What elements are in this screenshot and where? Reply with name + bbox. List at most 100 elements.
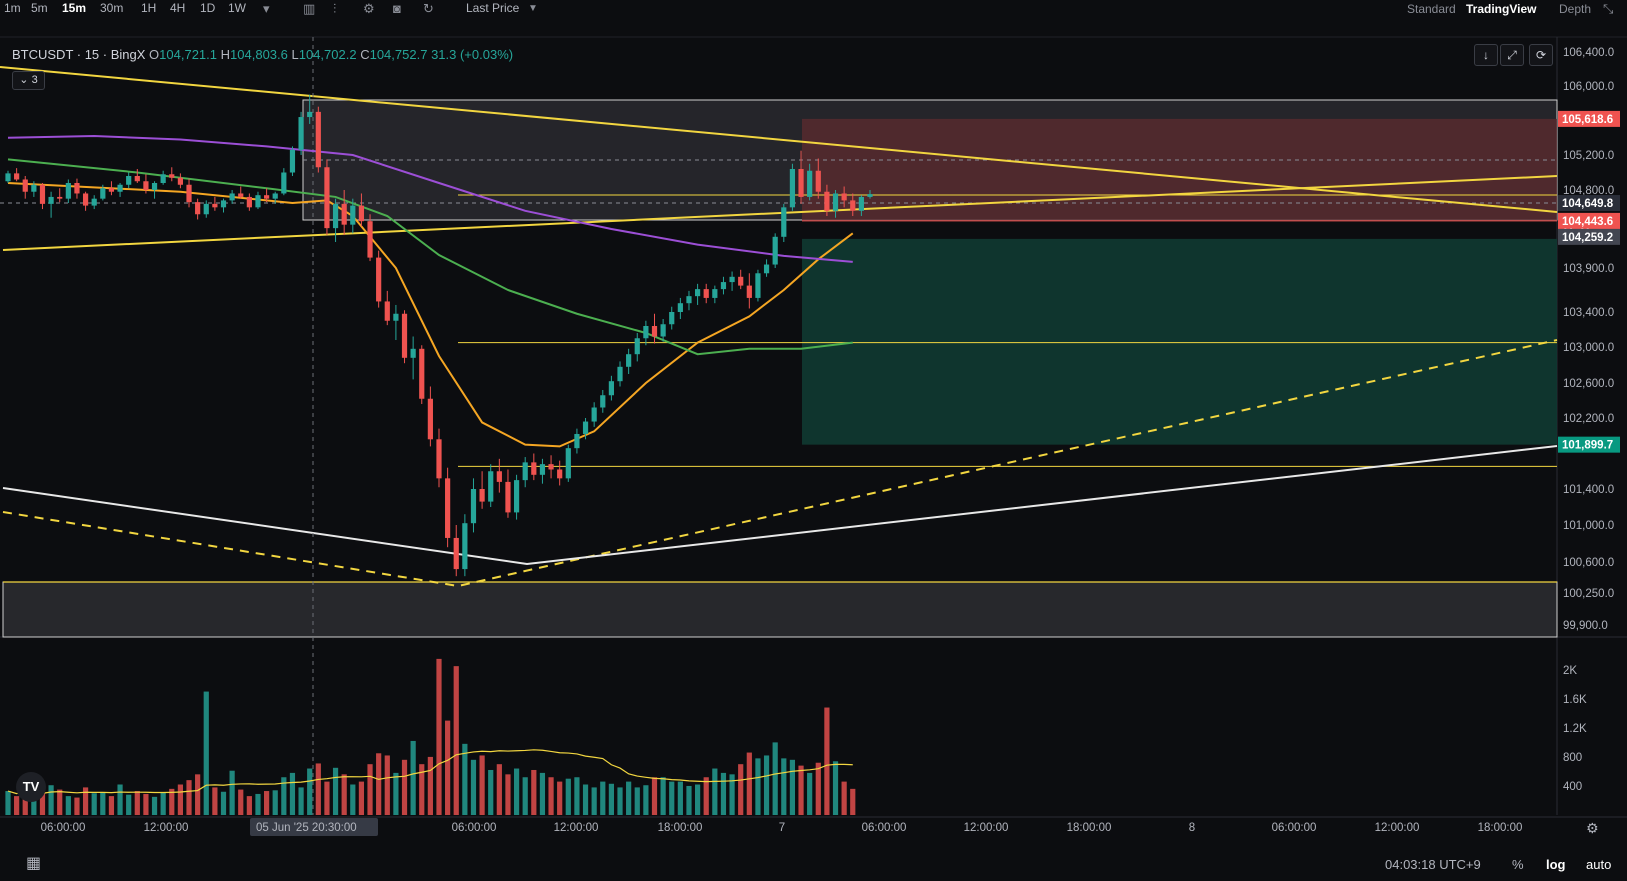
volume-bar	[789, 759, 796, 815]
view-tradingview[interactable]: TradingView	[1466, 2, 1537, 16]
candle-body	[31, 184, 37, 192]
chart-type-icon[interactable]: ▥	[303, 1, 316, 16]
volume-bar	[513, 768, 520, 815]
candle-body	[169, 174, 175, 178]
axis-settings-icon[interactable]: ⚙	[1586, 820, 1599, 836]
candle-body	[798, 169, 804, 197]
candle-body	[462, 523, 468, 570]
auto-toggle[interactable]: auto	[1586, 857, 1612, 872]
volume-bar	[341, 774, 347, 815]
volume-bar	[634, 787, 640, 815]
change-value: 31.3 (+0.03%)	[431, 47, 514, 62]
volume-bar	[151, 796, 158, 815]
view-standard[interactable]: Standard	[1407, 2, 1456, 16]
volume-bar	[643, 785, 649, 815]
volume-bar	[729, 774, 735, 815]
candle-body	[479, 489, 485, 502]
volume-axis-label: 1.6K	[1563, 694, 1587, 706]
price-axis-label: 100,600.0	[1563, 557, 1614, 569]
timeframe-4h[interactable]: 4H	[170, 1, 186, 15]
volume-bar	[246, 796, 252, 815]
volume-bar	[57, 789, 63, 815]
candle-body	[100, 188, 106, 199]
close-value: 104,752.7	[369, 47, 428, 62]
candle-body	[548, 464, 554, 470]
candle-body	[539, 464, 546, 475]
candle-body	[298, 117, 304, 150]
indicators-toggle[interactable]: ⌄ 3	[12, 71, 45, 90]
collapse-chart-icon[interactable]: ⤡	[1603, 1, 1614, 16]
refresh-chart-icon[interactable]: ⟳	[1529, 44, 1553, 66]
timeframe-5m[interactable]: 5m	[31, 1, 48, 15]
time-axis-label: 18:00:00	[1478, 822, 1523, 834]
volume-bar	[565, 778, 571, 815]
view-depth[interactable]: Depth	[1559, 2, 1592, 16]
timeframe-dropdown-icon[interactable]: ▾	[263, 1, 270, 16]
candle-body	[703, 289, 709, 298]
candle-body	[5, 173, 11, 182]
candle-body	[367, 221, 373, 258]
volume-bar	[496, 764, 502, 815]
volume-bar	[169, 788, 175, 815]
candle-body	[763, 264, 770, 274]
time-axis-label: 12:00:00	[554, 822, 599, 834]
timeframe-30m[interactable]: 30m	[100, 1, 124, 15]
volume-bar	[100, 792, 106, 815]
candle-body	[531, 462, 537, 475]
download-icon[interactable]: ↓	[1474, 44, 1498, 66]
candle-body	[867, 194, 873, 197]
crosshair-time-badge	[250, 818, 378, 836]
volume-bar	[462, 743, 468, 815]
price-type-selector[interactable]: Last Price	[466, 1, 520, 15]
volume-bar	[470, 759, 477, 815]
price-axis-label: 105,200.0	[1563, 150, 1614, 162]
candle-body	[841, 193, 847, 201]
volume-bar	[31, 799, 37, 815]
timeframe-1m[interactable]: 1m	[4, 1, 21, 15]
volume-bar	[65, 796, 71, 815]
volume-bar	[608, 783, 614, 815]
volume-bar	[143, 793, 149, 815]
volume-bar	[669, 781, 675, 815]
candle-body	[445, 478, 451, 538]
volume-bar	[177, 784, 183, 815]
volume-bar	[134, 791, 140, 815]
candle-body	[57, 196, 63, 199]
volume-bar	[384, 755, 390, 815]
timeframe-1d[interactable]: 1D	[200, 1, 216, 15]
price-type-chevron-icon[interactable]: ▼	[528, 3, 538, 14]
price-badge-label: 105,618.6	[1562, 114, 1613, 126]
volume-bar	[591, 787, 597, 815]
candle-body	[264, 195, 270, 199]
close-label: C	[360, 47, 370, 62]
timeframe-1h[interactable]: 1H	[141, 1, 157, 15]
date-range-icon[interactable]: ▦	[26, 855, 42, 872]
volume-bar	[557, 781, 563, 815]
time-axis-label: 06:00:00	[862, 822, 907, 834]
time-axis-label: 12:00:00	[144, 822, 189, 834]
price-axis-label: 102,600.0	[1563, 378, 1614, 390]
candle-body	[686, 296, 692, 304]
settings-icon[interactable]: ⚙	[363, 1, 375, 16]
volume-bar	[445, 720, 451, 815]
tradingview-logo-icon[interactable]: TV	[16, 772, 46, 802]
timeframe-1w[interactable]: 1W	[228, 1, 246, 15]
volume-bar	[772, 742, 778, 815]
candle-body	[453, 537, 459, 570]
fullscreen-icon[interactable]: ⤢	[1500, 44, 1524, 66]
percent-toggle[interactable]: %	[1512, 857, 1524, 872]
camera-icon[interactable]: ◙	[393, 1, 401, 16]
log-toggle[interactable]: log	[1546, 857, 1566, 872]
volume-bar	[824, 707, 830, 815]
indicators-icon[interactable]: ⫶	[333, 1, 337, 16]
candle-body	[350, 205, 356, 225]
bottom-bar	[0, 850, 1627, 881]
timeframe-15m[interactable]: 15m	[62, 1, 87, 15]
volume-bar	[229, 770, 235, 815]
candle-body	[91, 198, 97, 206]
candle-body	[832, 193, 839, 211]
reset-icon[interactable]: ↻	[423, 1, 434, 16]
volume-bar	[832, 761, 839, 815]
candle-body	[617, 366, 623, 382]
